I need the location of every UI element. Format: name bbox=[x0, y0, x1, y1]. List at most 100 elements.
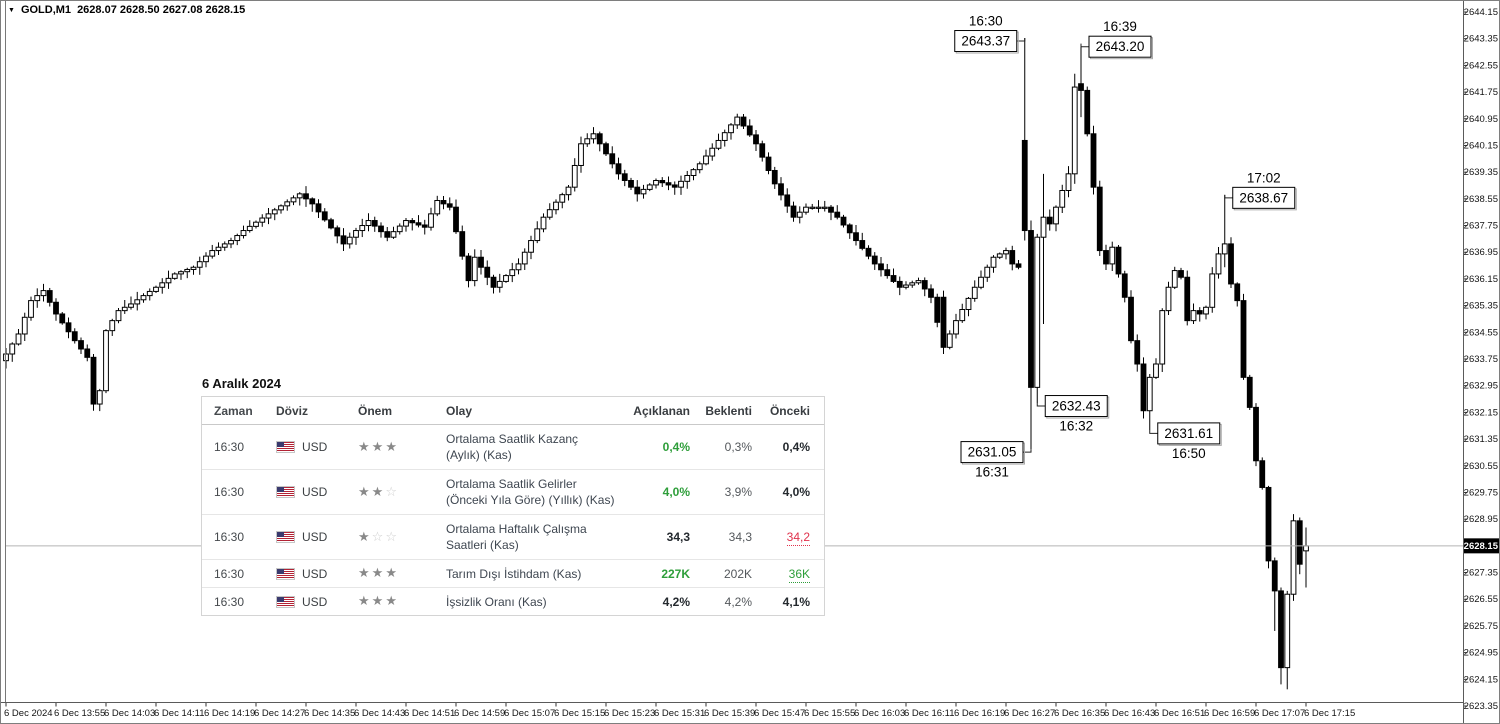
time-tick-label: 6 Dec 17:15 bbox=[1304, 708, 1355, 719]
candle bbox=[484, 266, 491, 278]
candle bbox=[653, 179, 659, 186]
time-tick-label: 6 Dec 14:43 bbox=[354, 708, 405, 719]
price-callout-16-32[interactable]: 2632.43 16:32 bbox=[1036, 395, 1110, 434]
candle bbox=[959, 309, 966, 322]
candle bbox=[15, 333, 22, 345]
candle bbox=[509, 269, 516, 277]
candle bbox=[178, 271, 184, 275]
calendar-event-row[interactable]: 16:30 USD ★☆☆ Ortalama Haftalık Çalışma Saat… bbox=[202, 515, 824, 560]
time-tick-label: 6 Dec 13:55 bbox=[54, 708, 105, 719]
forecast-value-text: 3,9% bbox=[724, 485, 752, 499]
candle bbox=[546, 209, 553, 218]
currency-cell: USD bbox=[276, 440, 358, 454]
candle bbox=[996, 253, 1003, 258]
importance-star-icons: ★★★ bbox=[358, 439, 399, 455]
candle bbox=[46, 290, 53, 303]
candle bbox=[134, 299, 141, 305]
forecast-value: 3,9% bbox=[690, 485, 752, 499]
forecast-value: 202K bbox=[690, 567, 752, 581]
forecast-value-text: 4,2% bbox=[724, 594, 752, 609]
candle bbox=[459, 231, 466, 257]
importance-star-icons: ★★★ bbox=[358, 566, 399, 581]
candle bbox=[603, 143, 609, 155]
price-callout-16-31[interactable]: 2631.05 16:31 bbox=[960, 441, 1032, 480]
candle bbox=[415, 222, 422, 226]
candle bbox=[1090, 133, 1097, 188]
candle bbox=[71, 331, 78, 342]
calendar-event-row[interactable]: 16:30 USD ★★★ Ortalama Saatlik Kazanç (Aylık… bbox=[202, 425, 824, 470]
price-axis[interactable]: 2644.15 2643.35 2642.55 2641.75 2640.95 2640.… bbox=[1464, 7, 1498, 712]
importance-stars: ★★★ bbox=[358, 440, 446, 455]
price-callout-16-50[interactable]: 2631.61 16:50 bbox=[1149, 422, 1222, 461]
candle bbox=[859, 240, 866, 249]
candle bbox=[765, 156, 772, 171]
price-callout-17-02[interactable]: 2638.67 17:02 bbox=[1224, 170, 1297, 211]
candle bbox=[446, 203, 453, 208]
calendar-event-row[interactable]: 16:30 USD ★★★ Tarım Dışı İstihdam (Kas) 227K… bbox=[202, 560, 824, 588]
callout-connector bbox=[1149, 430, 1158, 434]
candle bbox=[409, 220, 416, 224]
price-tick-label: 2630.55 bbox=[1464, 461, 1498, 472]
candle bbox=[796, 211, 803, 218]
event-time: 16:30 bbox=[214, 594, 245, 609]
time-axis[interactable]: 6 Dec 2024 6 Dec 13:556 Dec 14:036 Dec 14… bbox=[4, 703, 1355, 719]
candle bbox=[809, 206, 816, 209]
event-name-line: Ortalama Haftalık Çalışma bbox=[446, 522, 587, 536]
time-tick-label: 6 Dec 16:19 bbox=[954, 708, 1005, 719]
callout-price-label: 2631.61 bbox=[1164, 426, 1213, 441]
callout-connector bbox=[1016, 38, 1026, 42]
event-time: 16:30 bbox=[214, 530, 245, 544]
column-header-onceki: Önceki bbox=[769, 403, 810, 418]
candle bbox=[671, 184, 678, 188]
candle bbox=[1109, 246, 1116, 265]
actual-value-text: 227K bbox=[661, 566, 690, 581]
candle bbox=[515, 263, 522, 271]
price-tick-label: 2636.15 bbox=[1464, 274, 1498, 285]
candle bbox=[909, 282, 916, 286]
candle bbox=[784, 194, 791, 207]
candle bbox=[90, 356, 97, 405]
chart-annotations: 2643.37 16:30 2643.20 16:39 2638.67 17:02 2632… bbox=[954, 14, 1297, 480]
candle bbox=[365, 220, 372, 227]
candle bbox=[396, 225, 403, 233]
price-callout-16-39[interactable]: 2643.20 16:39 bbox=[1080, 19, 1153, 60]
candle bbox=[665, 182, 672, 186]
candle bbox=[1021, 139, 1028, 232]
candle bbox=[1253, 406, 1259, 462]
candle bbox=[1040, 216, 1047, 238]
candle bbox=[140, 295, 147, 301]
callout-box bbox=[1157, 422, 1221, 445]
time-tick-label: 6 Dec 15:23 bbox=[604, 708, 655, 719]
calendar-event-row[interactable]: 16:30 USD ★★★ İşsizlik Oranı (Kas) 4,2% 4,2% 4… bbox=[202, 588, 824, 615]
us-flag-icon bbox=[276, 486, 295, 498]
price-tick-label: 2637.75 bbox=[1464, 221, 1498, 232]
candle bbox=[490, 276, 497, 288]
calendar-event-row[interactable]: 16:30 USD ★★☆ Ortalama Saatlik Gelirler (Önc… bbox=[202, 470, 824, 515]
candle bbox=[846, 224, 853, 234]
callout-box bbox=[1044, 395, 1108, 418]
candle bbox=[271, 209, 278, 215]
candle bbox=[609, 153, 616, 165]
price-tick-label: 2644.15 bbox=[1464, 7, 1498, 18]
price-callout-16-30[interactable]: 2643.37 16:30 bbox=[954, 14, 1026, 54]
candle bbox=[9, 343, 16, 355]
candle bbox=[121, 306, 128, 312]
time-tick-label: 6 Dec 15:55 bbox=[804, 708, 855, 719]
time-tick-label: 6 Dec 14:19 bbox=[204, 708, 255, 719]
candle bbox=[1284, 593, 1291, 669]
candle bbox=[740, 116, 747, 127]
candle bbox=[884, 269, 891, 277]
symbol-dropdown-icon[interactable]: ▼ bbox=[8, 6, 15, 14]
candle bbox=[240, 230, 247, 237]
price-tick-label: 2636.95 bbox=[1464, 247, 1498, 258]
time-tick-label: 6 Dec 16:27 bbox=[1004, 708, 1055, 719]
actual-value: 34,3 bbox=[616, 530, 690, 544]
candle bbox=[590, 133, 597, 140]
time-tick-label: 6 Dec 16:03 bbox=[854, 708, 905, 719]
candle bbox=[1240, 300, 1247, 378]
price-tick-label: 2639.35 bbox=[1464, 167, 1498, 178]
current-price-tag-label: 2628.15 bbox=[1464, 541, 1499, 552]
us-flag-icon bbox=[276, 441, 295, 453]
price-tick-label: 2641.75 bbox=[1464, 87, 1498, 98]
